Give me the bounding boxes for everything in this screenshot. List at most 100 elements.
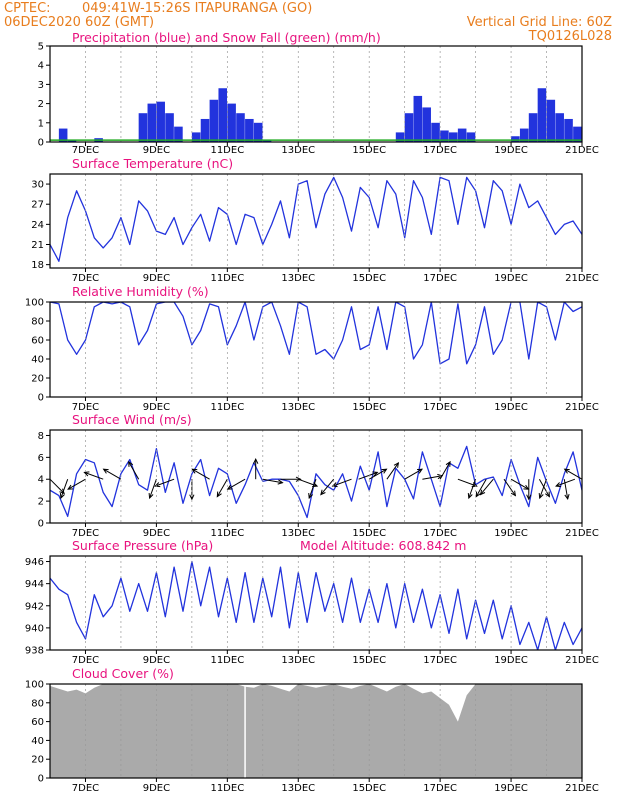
precip-bar bbox=[440, 130, 449, 142]
precip-bar bbox=[262, 140, 272, 142]
wind-vector-head bbox=[526, 494, 532, 501]
header-location: 049:41W-15:26S ITAPURANGA (GO) bbox=[82, 1, 312, 16]
precip-bar bbox=[573, 126, 582, 142]
y-tick-label: 1 bbox=[38, 118, 44, 129]
panel-title: Precipitation (blue) and Snow Fall (gree… bbox=[72, 30, 381, 45]
x-tick-label: 11DEC bbox=[210, 145, 244, 156]
precip-bar bbox=[67, 140, 77, 142]
x-tick-label: 17DEC bbox=[423, 402, 457, 413]
wind-vector-head bbox=[372, 471, 379, 477]
wind-vector-head bbox=[154, 482, 161, 488]
x-tick-label: 13DEC bbox=[281, 528, 315, 539]
wind-vector bbox=[320, 478, 335, 495]
x-tick-label: 11DEC bbox=[210, 783, 244, 794]
wind-vector-head bbox=[445, 460, 451, 467]
wind-vector-head bbox=[393, 461, 400, 468]
wind-vector-head bbox=[148, 493, 154, 500]
wind-vector bbox=[386, 462, 399, 480]
panel-cloud: Cloud Cover (%) 0 20 40 60 80 100 7DEC 9DEC 11DEC… bbox=[25, 666, 599, 794]
x-tick-label: 9DEC bbox=[143, 528, 170, 539]
wind-vector bbox=[510, 478, 529, 490]
header-run: 06DEC2020 60Z (GMT) bbox=[4, 15, 154, 30]
plot-area bbox=[50, 684, 582, 778]
wind-vector bbox=[84, 471, 104, 480]
wind-vector-head bbox=[226, 484, 233, 490]
y-tick-label: 30 bbox=[31, 180, 44, 191]
humidity-line bbox=[50, 302, 582, 365]
precip-bar bbox=[511, 136, 520, 142]
wind-vector-head bbox=[59, 493, 65, 500]
header-model-code: TQ0126L028 bbox=[528, 29, 612, 44]
wind-vector bbox=[128, 461, 140, 480]
precip-bar bbox=[528, 113, 538, 142]
y-tick-label: 27 bbox=[31, 200, 44, 211]
wind-vector-head bbox=[564, 493, 570, 501]
wind-vector-head bbox=[59, 488, 65, 495]
wind-vector-head bbox=[295, 476, 302, 482]
wind-vector-head bbox=[467, 493, 473, 500]
y-tick-label: 938 bbox=[25, 646, 44, 657]
x-tick-label: 19DEC bbox=[494, 145, 528, 156]
x-tick-label: 13DEC bbox=[281, 145, 315, 156]
wind-vector-head bbox=[381, 468, 388, 474]
y-tick-label: 100 bbox=[25, 298, 44, 309]
plot-area bbox=[50, 176, 582, 262]
x-tick-label: 13DEC bbox=[281, 273, 315, 284]
precip-bar bbox=[138, 113, 148, 142]
x-tick-label: 21DEC bbox=[565, 655, 599, 666]
x-tick-label: 15DEC bbox=[352, 273, 386, 284]
header-source: CPTEC: bbox=[4, 1, 51, 16]
wind-vector-head bbox=[277, 479, 284, 485]
y-tick-label: 4 bbox=[38, 475, 44, 486]
panel-pressure: Surface Pressure (hPa) Model Altitude: 60… bbox=[25, 538, 599, 666]
precip-bar bbox=[555, 113, 564, 142]
wind-vector bbox=[468, 479, 477, 499]
plot-area bbox=[50, 560, 582, 650]
wind-vector-head bbox=[83, 471, 90, 477]
panels: Precipitation (blue) and Snow Fall (gree… bbox=[25, 30, 599, 794]
x-tick-label: 13DEC bbox=[281, 655, 315, 666]
wind-vector bbox=[439, 461, 451, 480]
y-tick-label: 0 bbox=[38, 138, 44, 149]
pressure-line bbox=[50, 560, 582, 650]
x-tick-label: 7DEC bbox=[72, 528, 99, 539]
wind-vector-head bbox=[67, 484, 74, 490]
wind-vector-head bbox=[538, 493, 544, 500]
wind-vector bbox=[149, 479, 157, 499]
x-tick-label: 19DEC bbox=[494, 402, 528, 413]
x-tick-label: 19DEC bbox=[494, 273, 528, 284]
x-tick-label: 9DEC bbox=[143, 655, 170, 666]
x-tick-label: 9DEC bbox=[143, 783, 170, 794]
y-tick-label: 944 bbox=[25, 579, 44, 590]
panel-frame bbox=[49, 429, 583, 524]
temperature-line bbox=[50, 176, 582, 262]
y-tick-label: 2 bbox=[38, 99, 44, 110]
wind-vector-head bbox=[479, 489, 486, 496]
x-tick-label: 21DEC bbox=[565, 145, 599, 156]
precip-bar bbox=[253, 122, 263, 142]
y-tick-label: 80 bbox=[31, 698, 44, 709]
wind-vector-head bbox=[510, 490, 517, 497]
wind-vector bbox=[216, 478, 228, 497]
x-tick-label: 17DEC bbox=[423, 655, 457, 666]
panel-frame bbox=[49, 173, 583, 269]
precip-bar bbox=[582, 136, 591, 142]
panel-annotation: Model Altitude: 608.842 m bbox=[300, 538, 466, 553]
x-tick-label: 21DEC bbox=[565, 528, 599, 539]
x-tick-label: 7DEC bbox=[72, 273, 99, 284]
x-tick-label: 15DEC bbox=[352, 528, 386, 539]
precip-bar bbox=[564, 118, 573, 142]
y-tick-label: 21 bbox=[31, 240, 44, 251]
x-tick-label: 15DEC bbox=[352, 783, 386, 794]
precip-bar bbox=[519, 128, 529, 142]
panel-wind: Surface Wind (m/s) 0 2 4 6 8 7DEC 9DEC 11DEC 13DE… bbox=[38, 412, 599, 539]
wind-vector-head bbox=[308, 493, 314, 500]
x-tick-label: 11DEC bbox=[210, 273, 244, 284]
wind-vector-head bbox=[416, 468, 423, 474]
wind-line bbox=[50, 445, 582, 519]
precip-bar bbox=[466, 132, 476, 142]
precip-bar bbox=[422, 107, 431, 142]
x-tick-label: 17DEC bbox=[423, 145, 457, 156]
wind-vector-head bbox=[191, 468, 198, 474]
y-tick-label: 80 bbox=[31, 317, 44, 328]
